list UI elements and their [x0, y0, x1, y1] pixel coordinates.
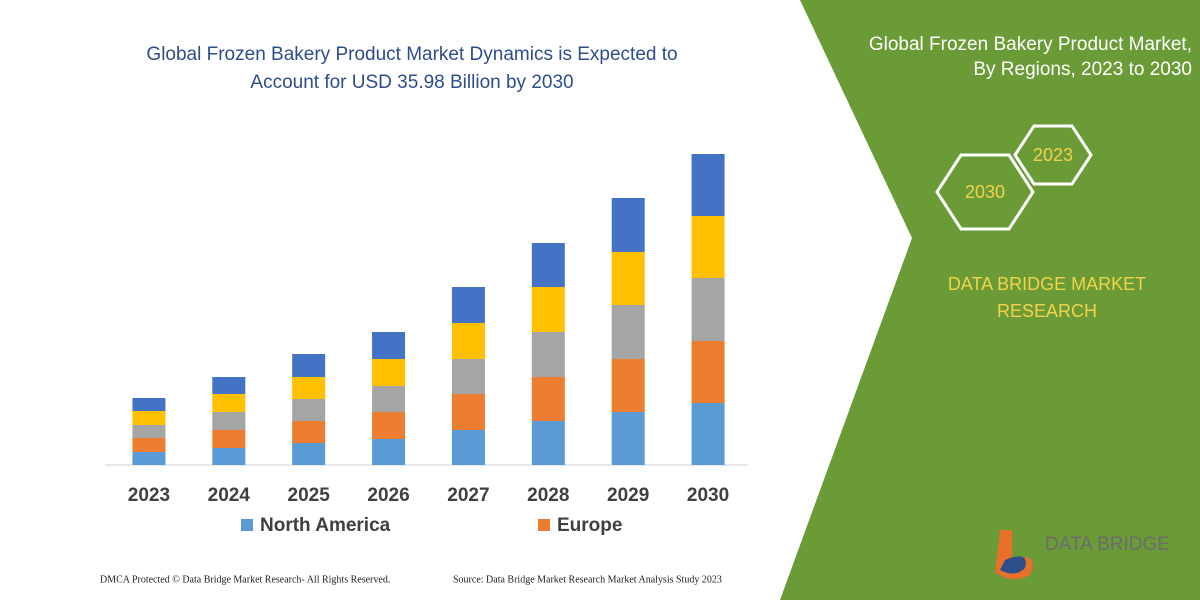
bar-segment — [292, 421, 326, 443]
bar-segment — [132, 425, 166, 438]
hexagon — [1013, 124, 1093, 186]
bar-segment — [691, 403, 725, 465]
bar-segment — [292, 443, 326, 465]
brand-text: DATA BRIDGE MARKET — [948, 274, 1146, 294]
hexagon-label: 2030 — [965, 182, 1005, 202]
bar-segment — [451, 287, 485, 323]
x-tick-label: 2030 — [687, 485, 729, 506]
bar-segment — [691, 341, 725, 403]
bar-segment — [611, 252, 645, 305]
bar-segment — [132, 438, 166, 452]
legend-label: North America — [260, 515, 391, 536]
x-tick-label: 2025 — [288, 485, 331, 506]
x-tick-label: 2024 — [208, 485, 251, 506]
bar-segment — [531, 332, 565, 377]
chart-title: Account for USD 35.98 Billion by 2030 — [250, 72, 573, 93]
bar-segment — [372, 412, 406, 439]
x-tick-label: 2028 — [527, 485, 569, 506]
bar-segment — [451, 359, 485, 394]
hexagon — [935, 153, 1035, 231]
bar-segment — [212, 394, 246, 412]
bar-segment — [531, 421, 565, 465]
bar-segment — [611, 198, 645, 252]
bar-segment — [691, 216, 725, 278]
x-tick-label: 2029 — [607, 485, 649, 506]
bar-segment — [451, 323, 485, 359]
logo-text: DATA BRIDGE — [1045, 534, 1170, 555]
panel-title: By Regions, 2023 to 2030 — [973, 59, 1192, 80]
bar-segment — [451, 430, 485, 465]
bar-segment — [212, 377, 246, 394]
hexagon-label: 2023 — [1033, 145, 1073, 165]
x-tick-label: 2023 — [128, 485, 170, 506]
bar-segment — [372, 332, 406, 359]
brand-text: RESEARCH — [997, 301, 1097, 321]
bar-segment — [451, 394, 485, 430]
legend-label: Europe — [557, 515, 622, 536]
bar-segment — [372, 359, 406, 386]
bar-segment — [691, 154, 725, 216]
bar-segment — [372, 439, 406, 465]
bar-segment — [531, 377, 565, 421]
bar-segment — [611, 305, 645, 359]
bar-segment — [132, 411, 166, 425]
bar-segment — [212, 448, 246, 465]
chart-title: Global Frozen Bakery Product Market Dyna… — [146, 44, 677, 65]
side-panel — [780, 0, 1200, 600]
bar-segment — [292, 399, 326, 421]
bar-segment — [212, 430, 246, 448]
legend-swatch — [538, 519, 550, 531]
legend-swatch — [241, 519, 253, 531]
bar-segment — [531, 243, 565, 287]
x-tick-label: 2026 — [367, 485, 409, 506]
bar-segment — [212, 412, 246, 430]
bar-segment — [691, 278, 725, 341]
panel-title: Global Frozen Bakery Product Market, — [869, 34, 1192, 55]
bar-segment — [531, 287, 565, 332]
bar-segment — [372, 386, 406, 412]
footer-source: Source: Data Bridge Market Research Mark… — [453, 574, 722, 585]
bar-segment — [292, 377, 326, 399]
bar-segment — [611, 412, 645, 465]
footer-rights: DMCA Protected © Data Bridge Market Rese… — [100, 574, 390, 585]
bar-segment — [132, 398, 166, 411]
bar-segment — [132, 452, 166, 465]
bar-segment — [611, 359, 645, 412]
bar-segment — [292, 354, 326, 377]
x-tick-label: 2027 — [447, 485, 489, 506]
logo-icon — [1000, 556, 1026, 574]
